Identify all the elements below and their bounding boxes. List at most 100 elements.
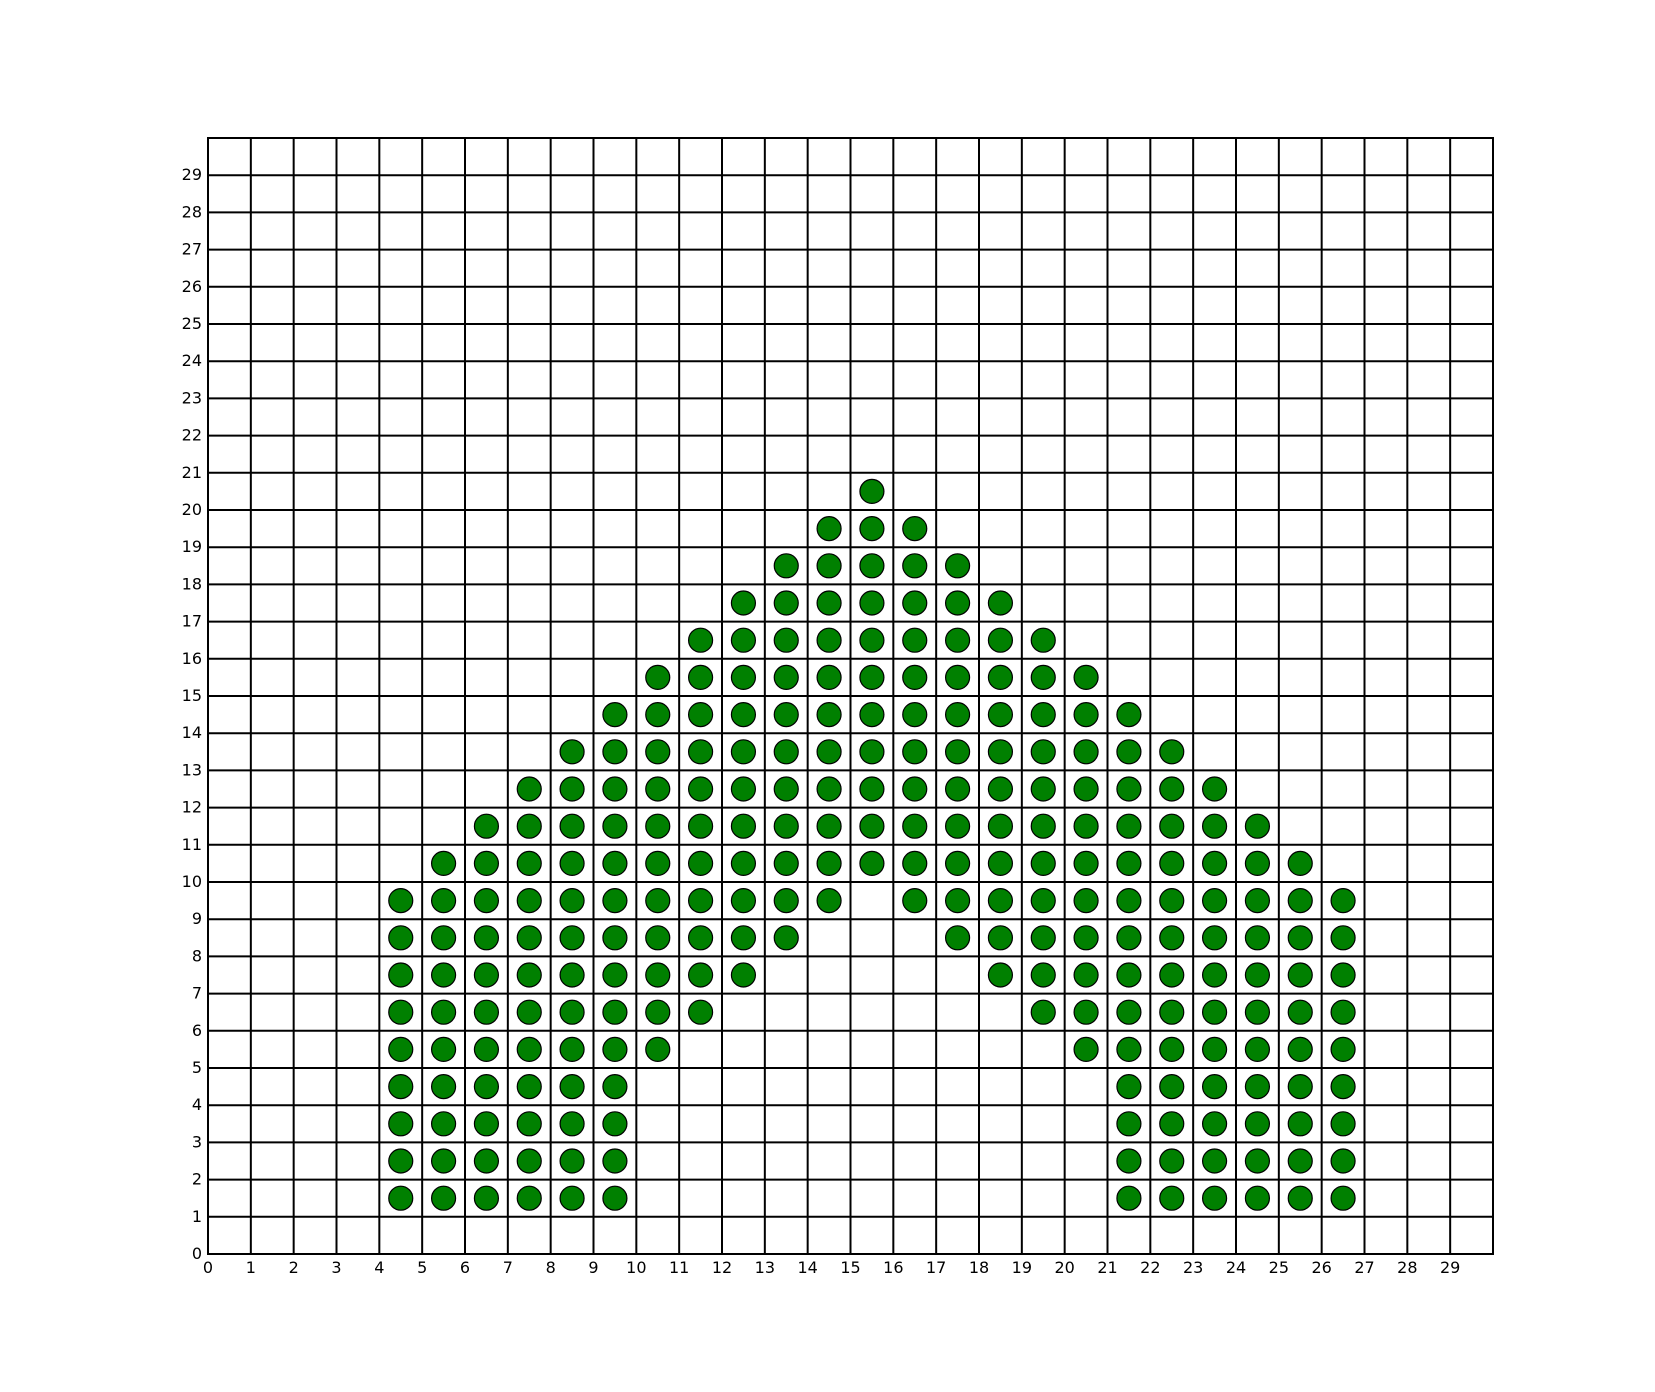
data-point bbox=[516, 1036, 542, 1062]
data-point bbox=[1073, 925, 1099, 951]
y-tick-label: 0 bbox=[192, 1244, 202, 1263]
x-tick-label: 0 bbox=[203, 1258, 213, 1277]
data-point bbox=[859, 516, 885, 542]
data-point bbox=[1287, 1036, 1313, 1062]
data-point bbox=[473, 1148, 500, 1174]
data-point bbox=[730, 850, 757, 876]
data-point bbox=[559, 1185, 585, 1211]
data-point bbox=[1244, 962, 1271, 988]
data-point bbox=[859, 553, 885, 579]
data-point bbox=[773, 776, 799, 802]
data-point bbox=[1287, 1111, 1313, 1137]
data-point bbox=[730, 627, 757, 653]
data-point bbox=[1244, 888, 1271, 914]
data-point bbox=[559, 925, 585, 951]
data-point bbox=[1159, 1074, 1185, 1100]
data-point bbox=[1201, 962, 1228, 988]
data-point bbox=[687, 776, 714, 802]
y-tick-label: 27 bbox=[182, 240, 202, 259]
data-point bbox=[1330, 1036, 1356, 1062]
data-point bbox=[859, 478, 885, 504]
data-point bbox=[430, 962, 457, 988]
data-point bbox=[1116, 850, 1142, 876]
data-point bbox=[602, 739, 628, 765]
data-point bbox=[944, 888, 971, 914]
data-point bbox=[816, 813, 842, 839]
y-tick-label: 7 bbox=[192, 984, 202, 1003]
data-point bbox=[473, 962, 500, 988]
data-point bbox=[645, 962, 671, 988]
data-point bbox=[1116, 1185, 1142, 1211]
data-point bbox=[388, 962, 414, 988]
data-point bbox=[602, 1148, 628, 1174]
data-point bbox=[1201, 813, 1228, 839]
data-point bbox=[1201, 1074, 1228, 1100]
data-point bbox=[430, 888, 457, 914]
data-point bbox=[987, 888, 1014, 914]
data-point bbox=[645, 999, 671, 1025]
x-tick-label: 6 bbox=[460, 1258, 470, 1277]
x-tick-label: 7 bbox=[503, 1258, 513, 1277]
data-point bbox=[430, 1185, 457, 1211]
data-point bbox=[1201, 888, 1228, 914]
data-point bbox=[602, 888, 628, 914]
data-point bbox=[687, 999, 714, 1025]
data-point bbox=[602, 925, 628, 951]
data-point bbox=[1201, 850, 1228, 876]
data-point bbox=[516, 813, 542, 839]
data-point bbox=[687, 739, 714, 765]
data-point bbox=[473, 850, 500, 876]
x-tick-label: 2 bbox=[289, 1258, 299, 1277]
y-tick-label: 8 bbox=[192, 946, 202, 965]
data-point bbox=[1330, 1111, 1356, 1137]
data-point bbox=[1030, 813, 1056, 839]
data-point bbox=[516, 1111, 542, 1137]
data-point bbox=[730, 664, 757, 690]
data-point bbox=[473, 1185, 500, 1211]
data-point bbox=[859, 627, 885, 653]
x-tick-label: 26 bbox=[1311, 1258, 1331, 1277]
data-point bbox=[1201, 1036, 1228, 1062]
data-point bbox=[1116, 999, 1142, 1025]
data-point bbox=[1330, 1185, 1356, 1211]
data-point bbox=[816, 590, 842, 616]
x-tick-label: 21 bbox=[1097, 1258, 1117, 1277]
data-point bbox=[902, 553, 928, 579]
x-tick-label: 11 bbox=[669, 1258, 689, 1277]
data-point bbox=[1116, 888, 1142, 914]
data-point bbox=[1159, 813, 1185, 839]
data-point bbox=[1073, 813, 1099, 839]
data-point bbox=[1159, 1148, 1185, 1174]
data-point bbox=[1030, 739, 1056, 765]
data-point bbox=[1030, 962, 1056, 988]
data-point bbox=[473, 813, 500, 839]
x-tick-label: 14 bbox=[797, 1258, 817, 1277]
x-tick-label: 13 bbox=[755, 1258, 775, 1277]
data-point bbox=[559, 1111, 585, 1137]
data-point bbox=[730, 739, 757, 765]
data-point bbox=[902, 702, 928, 728]
y-tick-label: 20 bbox=[182, 500, 202, 519]
data-point bbox=[1244, 813, 1271, 839]
data-point bbox=[388, 1036, 414, 1062]
data-point bbox=[1330, 1148, 1356, 1174]
data-point bbox=[773, 553, 799, 579]
data-point bbox=[944, 664, 971, 690]
data-point bbox=[1330, 925, 1356, 951]
data-point bbox=[816, 627, 842, 653]
data-point bbox=[1116, 1036, 1142, 1062]
data-point bbox=[602, 962, 628, 988]
data-point bbox=[944, 850, 971, 876]
data-point bbox=[1287, 1185, 1313, 1211]
data-point bbox=[816, 553, 842, 579]
data-point bbox=[687, 925, 714, 951]
data-point bbox=[1287, 962, 1313, 988]
data-point bbox=[1030, 776, 1056, 802]
data-point bbox=[987, 702, 1014, 728]
data-point bbox=[859, 702, 885, 728]
data-point bbox=[1073, 888, 1099, 914]
data-point bbox=[687, 888, 714, 914]
data-point bbox=[1116, 776, 1142, 802]
x-tick-label: 17 bbox=[926, 1258, 946, 1277]
